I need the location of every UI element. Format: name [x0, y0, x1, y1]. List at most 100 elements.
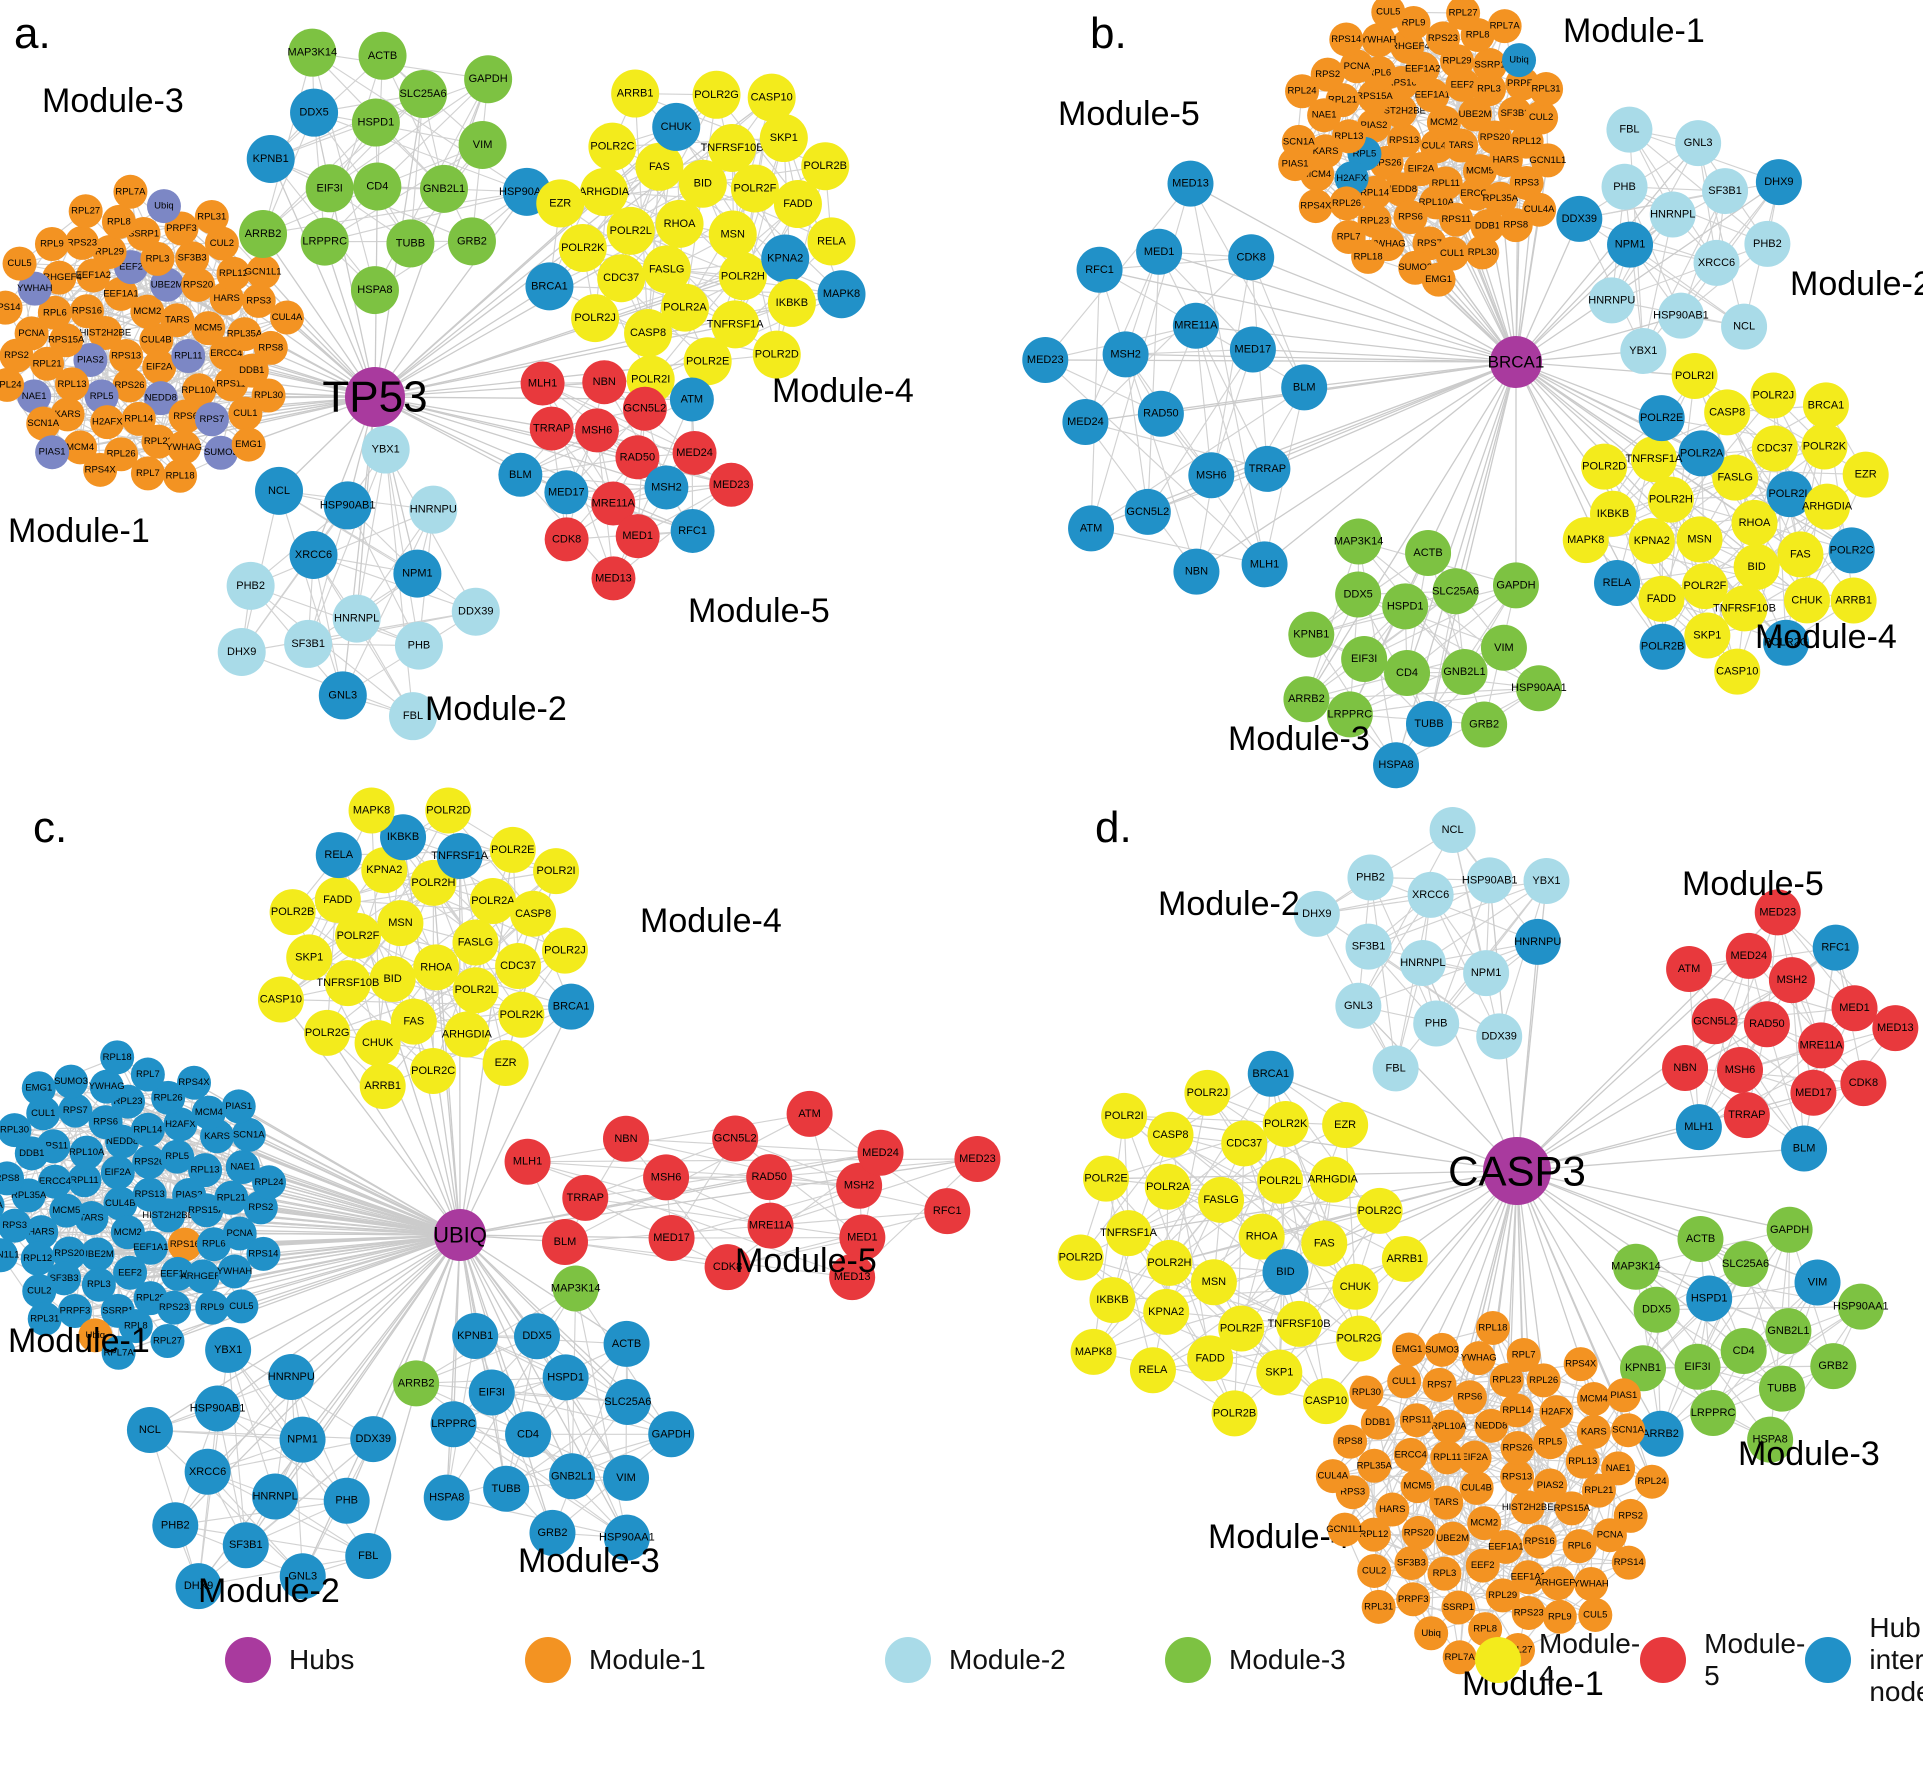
node-POLR2H[interactable]: [718, 252, 767, 301]
node-RPL12[interactable]: [20, 1241, 55, 1276]
node-KPNB1[interactable]: [1288, 611, 1335, 658]
node-POLR2E[interactable]: [1638, 395, 1685, 442]
node-RPL7[interactable]: [130, 456, 165, 491]
node-RPS4X[interactable]: [1298, 189, 1333, 224]
node-MSH6[interactable]: [1188, 452, 1235, 499]
node-MSN[interactable]: [377, 900, 424, 947]
node-GNL3[interactable]: [279, 1553, 326, 1600]
node-MRE11A[interactable]: [591, 481, 636, 526]
node-SF3B1[interactable]: [1702, 168, 1749, 215]
node-NBN[interactable]: [1173, 548, 1220, 595]
node-NBN[interactable]: [582, 360, 627, 405]
node-POLR2C[interactable]: [410, 1047, 457, 1094]
node-PIAS1[interactable]: [35, 435, 70, 470]
node-TRRAP[interactable]: [1244, 445, 1291, 492]
node-POLR2G[interactable]: [692, 70, 741, 119]
node-HNRNPU[interactable]: [268, 1353, 315, 1400]
node-HSPD1[interactable]: [351, 98, 400, 147]
node-MAPK8[interactable]: [348, 787, 395, 834]
node-RPS3[interactable]: [0, 1208, 32, 1243]
node-FASLG[interactable]: [1712, 454, 1759, 501]
node-EZR[interactable]: [536, 179, 585, 228]
node-ARHGEF4[interactable]: [185, 1259, 220, 1294]
node-RPL10A[interactable]: [69, 1135, 104, 1170]
node-CUL2[interactable]: [22, 1274, 57, 1309]
node-PIAS1[interactable]: [221, 1089, 256, 1124]
node-KPNA2[interactable]: [761, 234, 810, 283]
node-KPNA2[interactable]: [1628, 517, 1675, 564]
node-SKP1[interactable]: [1684, 612, 1731, 659]
node-CASP8[interactable]: [1704, 389, 1751, 436]
node-RELA[interactable]: [807, 217, 856, 266]
node-FAS[interactable]: [635, 142, 684, 191]
node-TUBB[interactable]: [483, 1465, 530, 1512]
node-RPL27[interactable]: [150, 1324, 185, 1359]
node-RPS7[interactable]: [194, 402, 229, 437]
node-MSN[interactable]: [708, 210, 757, 259]
node-SKP1[interactable]: [759, 114, 808, 163]
node-RPL21[interactable]: [30, 346, 65, 381]
node-RPL13[interactable]: [55, 367, 90, 402]
node-EEF1A2[interactable]: [160, 1256, 195, 1291]
node-ARHGDIA[interactable]: [580, 167, 629, 216]
node-CUL4A[interactable]: [270, 300, 305, 335]
node-EEF1A1[interactable]: [133, 1230, 168, 1265]
node-RPL5[interactable]: [84, 379, 119, 414]
node-ACTB[interactable]: [1405, 529, 1452, 576]
node-NAE1[interactable]: [1307, 98, 1342, 133]
node-POLR2L[interactable]: [452, 967, 499, 1014]
node-MED17[interactable]: [1229, 326, 1276, 373]
node-MED24[interactable]: [672, 430, 717, 475]
node-POLR2G[interactable]: [304, 1009, 351, 1056]
node-MRE11A[interactable]: [747, 1202, 794, 1249]
node-DDX5[interactable]: [514, 1313, 561, 1360]
node-EZR[interactable]: [482, 1040, 529, 1087]
node-MSH6[interactable]: [643, 1154, 690, 1201]
node-GCN5L2[interactable]: [622, 386, 667, 431]
node-DDX39[interactable]: [350, 1416, 397, 1463]
node-CD4[interactable]: [353, 162, 402, 211]
node-RPL7A[interactable]: [113, 174, 148, 209]
node-HNRNPL[interactable]: [332, 594, 381, 643]
node-MED23[interactable]: [954, 1135, 1001, 1182]
node-EIF2A[interactable]: [142, 350, 177, 385]
node-RPL31[interactable]: [27, 1301, 62, 1336]
node-CUL2[interactable]: [204, 226, 239, 261]
node-RPS26[interactable]: [112, 368, 147, 403]
node-RPL23[interactable]: [141, 424, 176, 459]
node-PIAS1[interactable]: [1278, 147, 1313, 182]
node-POLR2F[interactable]: [1681, 563, 1728, 610]
node-PHB[interactable]: [1601, 163, 1648, 210]
node-RPS16[interactable]: [167, 1227, 202, 1262]
node-UBE2M[interactable]: [80, 1237, 115, 1272]
node-RPS8[interactable]: [0, 1161, 25, 1196]
node-POLR2J[interactable]: [571, 294, 620, 343]
node-POLR2K[interactable]: [558, 223, 607, 272]
node-GCN5L2[interactable]: [712, 1115, 759, 1162]
node-ARRB1[interactable]: [359, 1063, 406, 1110]
node-RPS23[interactable]: [1425, 21, 1460, 56]
node-DDB1[interactable]: [234, 353, 269, 388]
node-HIST2H2BE[interactable]: [1383, 94, 1418, 129]
node-RPL3[interactable]: [81, 1267, 116, 1302]
node-CDK8[interactable]: [704, 1244, 751, 1291]
node-EIF2A[interactable]: [100, 1155, 135, 1190]
node-VIM[interactable]: [1480, 624, 1527, 671]
node-SLC25A6[interactable]: [1432, 568, 1479, 615]
node-HSPD1[interactable]: [542, 1354, 589, 1401]
node-NPM1[interactable]: [279, 1416, 326, 1463]
node-EIF3I[interactable]: [1341, 636, 1388, 683]
node-TNFRSF1A[interactable]: [711, 300, 760, 349]
node-GCN5L2[interactable]: [1124, 488, 1171, 535]
node-GCN1L1[interactable]: [0, 1238, 19, 1273]
node-RPL12[interactable]: [216, 256, 251, 291]
node-CDC37[interactable]: [495, 943, 542, 990]
node-YBX1[interactable]: [205, 1326, 252, 1373]
node-RPS14[interactable]: [1329, 22, 1364, 57]
node-Ubiq[interactable]: [1502, 43, 1537, 78]
node-LRPPRC[interactable]: [430, 1401, 477, 1448]
node-CASP8[interactable]: [624, 309, 673, 358]
node-RFC1[interactable]: [670, 508, 715, 553]
node-RPL7A[interactable]: [1487, 9, 1522, 44]
node-HNRNPU[interactable]: [1588, 277, 1635, 324]
